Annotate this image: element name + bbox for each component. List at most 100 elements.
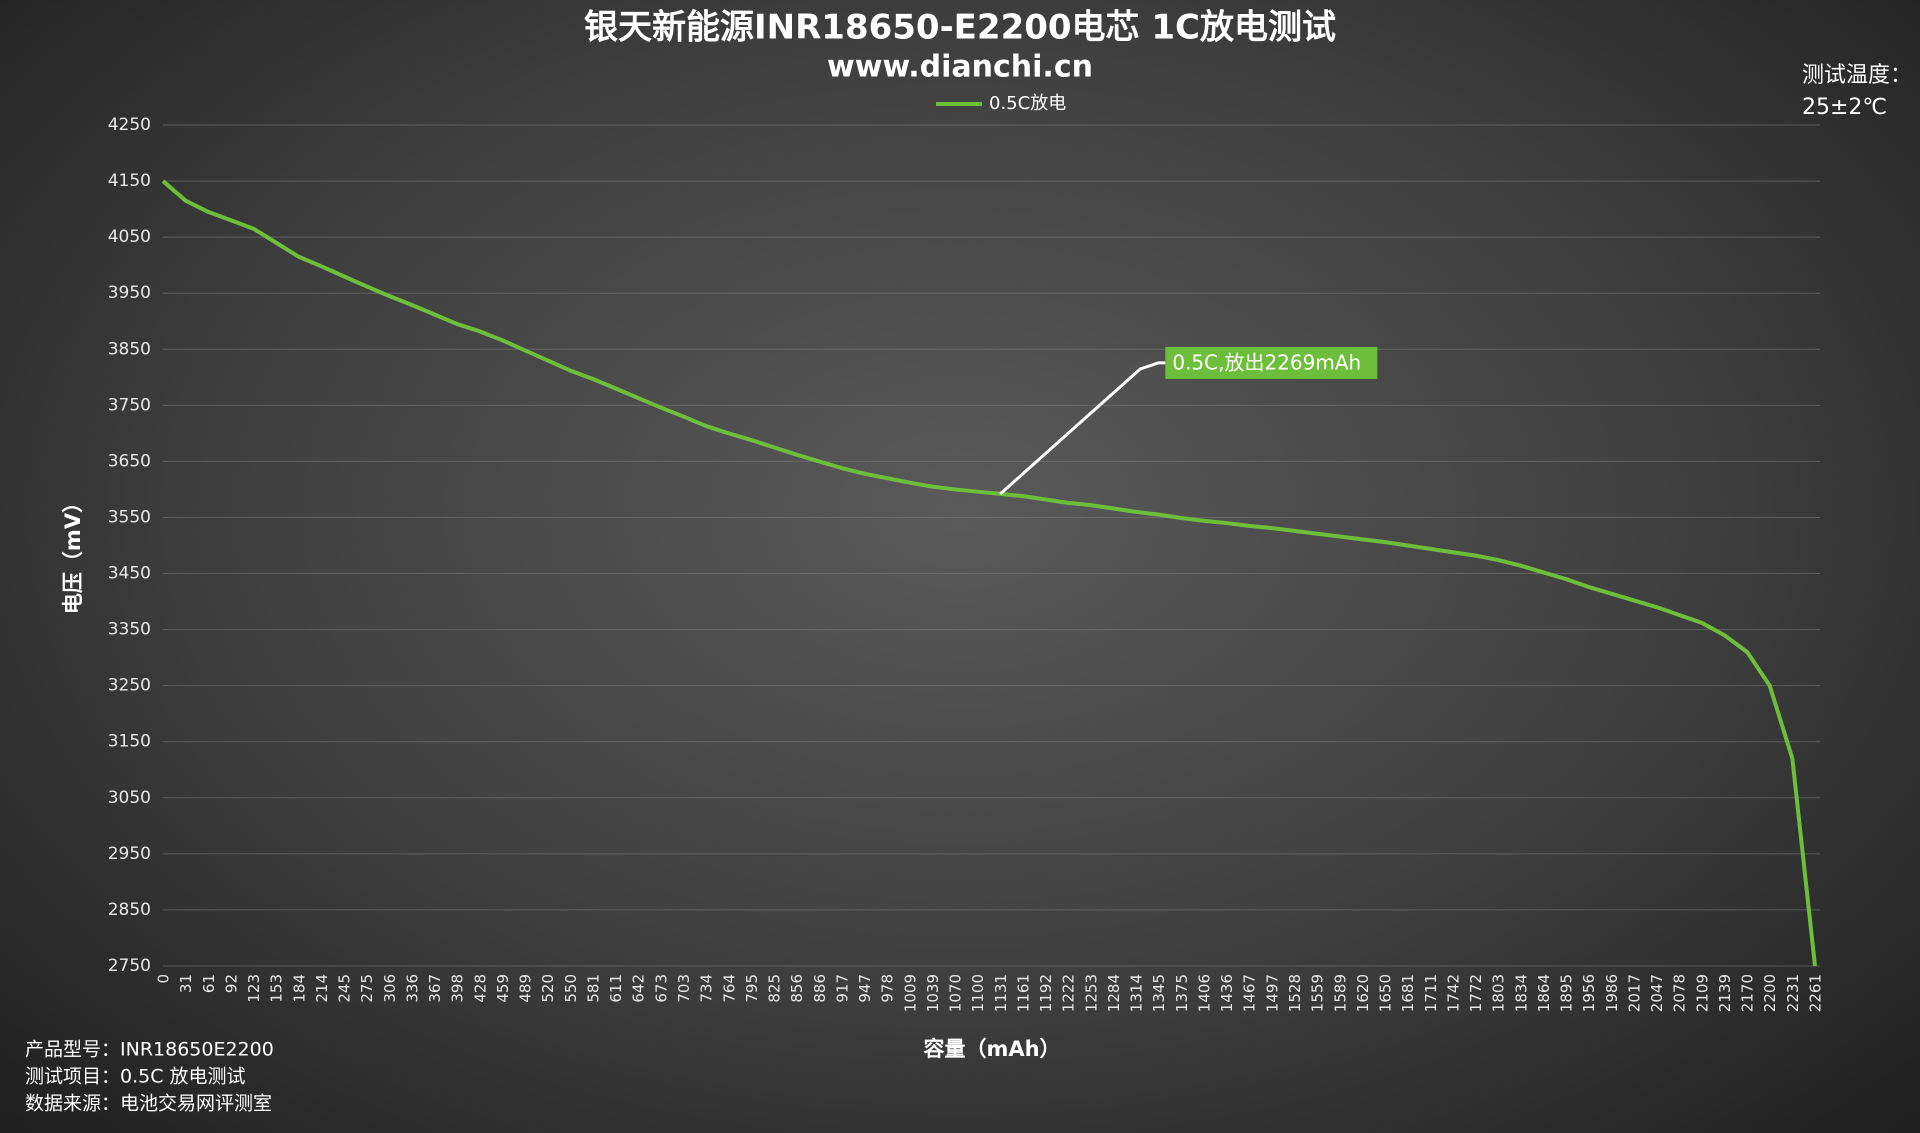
corner-note: 测试温度： — [1802, 63, 1912, 88]
y-axis-label: 电压（mV） — [61, 492, 85, 614]
x-tick-label: 673 — [652, 974, 670, 1003]
x-tick-label: 2109 — [1693, 974, 1711, 1012]
x-tick-label: 2170 — [1739, 974, 1757, 1012]
x-tick-label: 886 — [811, 974, 829, 1003]
x-tick-label: 1345 — [1150, 974, 1168, 1012]
x-tick-label: 398 — [449, 974, 467, 1003]
y-tick-label: 3550 — [108, 507, 151, 527]
x-tick-label: 978 — [879, 974, 897, 1003]
x-tick-label: 1131 — [992, 974, 1010, 1012]
x-tick-label: 1711 — [1422, 974, 1440, 1012]
corner-note: 25±2℃ — [1802, 95, 1887, 120]
x-tick-label: 2017 — [1625, 974, 1643, 1012]
legend-label: 0.5C放电 — [989, 93, 1066, 114]
x-tick-label: 2047 — [1648, 974, 1666, 1012]
x-tick-label: 1895 — [1558, 974, 1576, 1012]
x-tick-label: 1834 — [1512, 974, 1530, 1012]
x-tick-label: 153 — [268, 974, 286, 1003]
x-tick-label: 367 — [426, 974, 444, 1003]
x-tick-label: 428 — [471, 974, 489, 1003]
x-tick-label: 123 — [245, 974, 263, 1003]
x-tick-label: 581 — [584, 974, 602, 1003]
x-tick-label: 1559 — [1309, 974, 1327, 1012]
chart-title: 银天新能源INR18650-E2200电芯 1C放电测试 — [584, 8, 1336, 48]
x-tick-label: 245 — [336, 974, 354, 1003]
x-tick-label: 1772 — [1467, 974, 1485, 1012]
x-tick-label: 856 — [788, 974, 806, 1003]
y-tick-label: 4250 — [108, 115, 151, 135]
y-tick-label: 3450 — [108, 564, 151, 584]
x-tick-label: 1222 — [1060, 974, 1078, 1012]
y-tick-label: 3350 — [108, 620, 151, 640]
x-axis-label: 容量（mAh） — [923, 1037, 1060, 1061]
x-tick-label: 1375 — [1173, 974, 1191, 1012]
x-tick-label: 2139 — [1716, 974, 1734, 1012]
x-tick-label: 917 — [833, 974, 851, 1003]
chart-subtitle: www.dianchi.cn — [827, 50, 1093, 85]
x-tick-label: 611 — [607, 974, 625, 1003]
x-tick-label: 1742 — [1444, 974, 1462, 1012]
x-tick-label: 764 — [720, 974, 738, 1003]
x-tick-label: 1681 — [1399, 974, 1417, 1012]
x-tick-label: 1314 — [1128, 974, 1146, 1012]
footer-note: 数据来源：电池交易网评测室 — [25, 1093, 272, 1115]
y-tick-label: 3050 — [108, 788, 151, 808]
x-tick-label: 1253 — [1082, 974, 1100, 1012]
y-tick-label: 4050 — [108, 227, 151, 247]
x-tick-label: 1009 — [901, 974, 919, 1012]
y-tick-label: 3250 — [108, 676, 151, 696]
x-tick-label: 1956 — [1580, 974, 1598, 1012]
x-tick-label: 947 — [856, 974, 874, 1003]
x-tick-label: 1406 — [1195, 974, 1213, 1012]
annotation-box — [1165, 346, 1378, 379]
x-tick-label: 1284 — [1105, 974, 1123, 1012]
x-tick-label: 31 — [177, 974, 195, 993]
x-tick-label: 1864 — [1535, 974, 1553, 1012]
y-tick-label: 3650 — [108, 451, 151, 471]
x-tick-label: 1803 — [1490, 974, 1508, 1012]
x-tick-label: 795 — [743, 974, 761, 1003]
data-line — [161, 179, 1817, 967]
x-tick-label: 1986 — [1603, 974, 1621, 1012]
y-tick-label: 3750 — [108, 395, 151, 415]
annotation-label: 0.5C,放出2269mAh — [1172, 350, 1361, 374]
x-tick-label: 1589 — [1331, 974, 1349, 1012]
x-tick-label: 275 — [358, 974, 376, 1003]
y-tick-label: 2750 — [108, 956, 151, 976]
x-tick-label: 642 — [630, 974, 648, 1003]
x-tick-label: 336 — [403, 974, 421, 1003]
x-tick-label: 184 — [290, 974, 308, 1003]
footer-note: 产品型号：INR18650E2200 — [25, 1039, 274, 1061]
y-tick-label: 3850 — [108, 339, 151, 359]
y-tick-label: 2950 — [108, 844, 151, 864]
y-tick-label: 4150 — [108, 171, 151, 191]
x-tick-label: 61 — [200, 974, 218, 993]
x-tick-label: 459 — [494, 974, 512, 1003]
x-tick-label: 703 — [675, 974, 693, 1003]
annotation-leader — [999, 361, 1166, 496]
x-tick-label: 1070 — [947, 974, 965, 1012]
x-tick-label: 0 — [155, 974, 173, 984]
x-tick-label: 2261 — [1807, 974, 1825, 1012]
x-tick-label: 2200 — [1761, 974, 1779, 1012]
x-tick-label: 2231 — [1784, 974, 1802, 1012]
x-tick-label: 489 — [517, 974, 535, 1003]
footer-note: 测试项目：0.5C 放电测试 — [25, 1066, 246, 1088]
x-tick-label: 1528 — [1286, 974, 1304, 1012]
x-tick-label: 825 — [766, 974, 784, 1003]
x-tick-label: 92 — [222, 974, 240, 993]
x-tick-label: 1192 — [1037, 974, 1055, 1012]
x-tick-label: 214 — [313, 974, 331, 1003]
x-tick-label: 1039 — [924, 974, 942, 1012]
x-tick-label: 1467 — [1241, 974, 1259, 1012]
x-tick-label: 1497 — [1263, 974, 1281, 1012]
x-tick-label: 1620 — [1354, 974, 1372, 1012]
x-tick-label: 520 — [539, 974, 557, 1003]
x-tick-label: 734 — [698, 974, 716, 1003]
x-tick-label: 550 — [562, 974, 580, 1003]
y-tick-label: 3150 — [108, 732, 151, 752]
x-tick-label: 1161 — [1014, 974, 1032, 1012]
x-tick-label: 1650 — [1377, 974, 1395, 1012]
